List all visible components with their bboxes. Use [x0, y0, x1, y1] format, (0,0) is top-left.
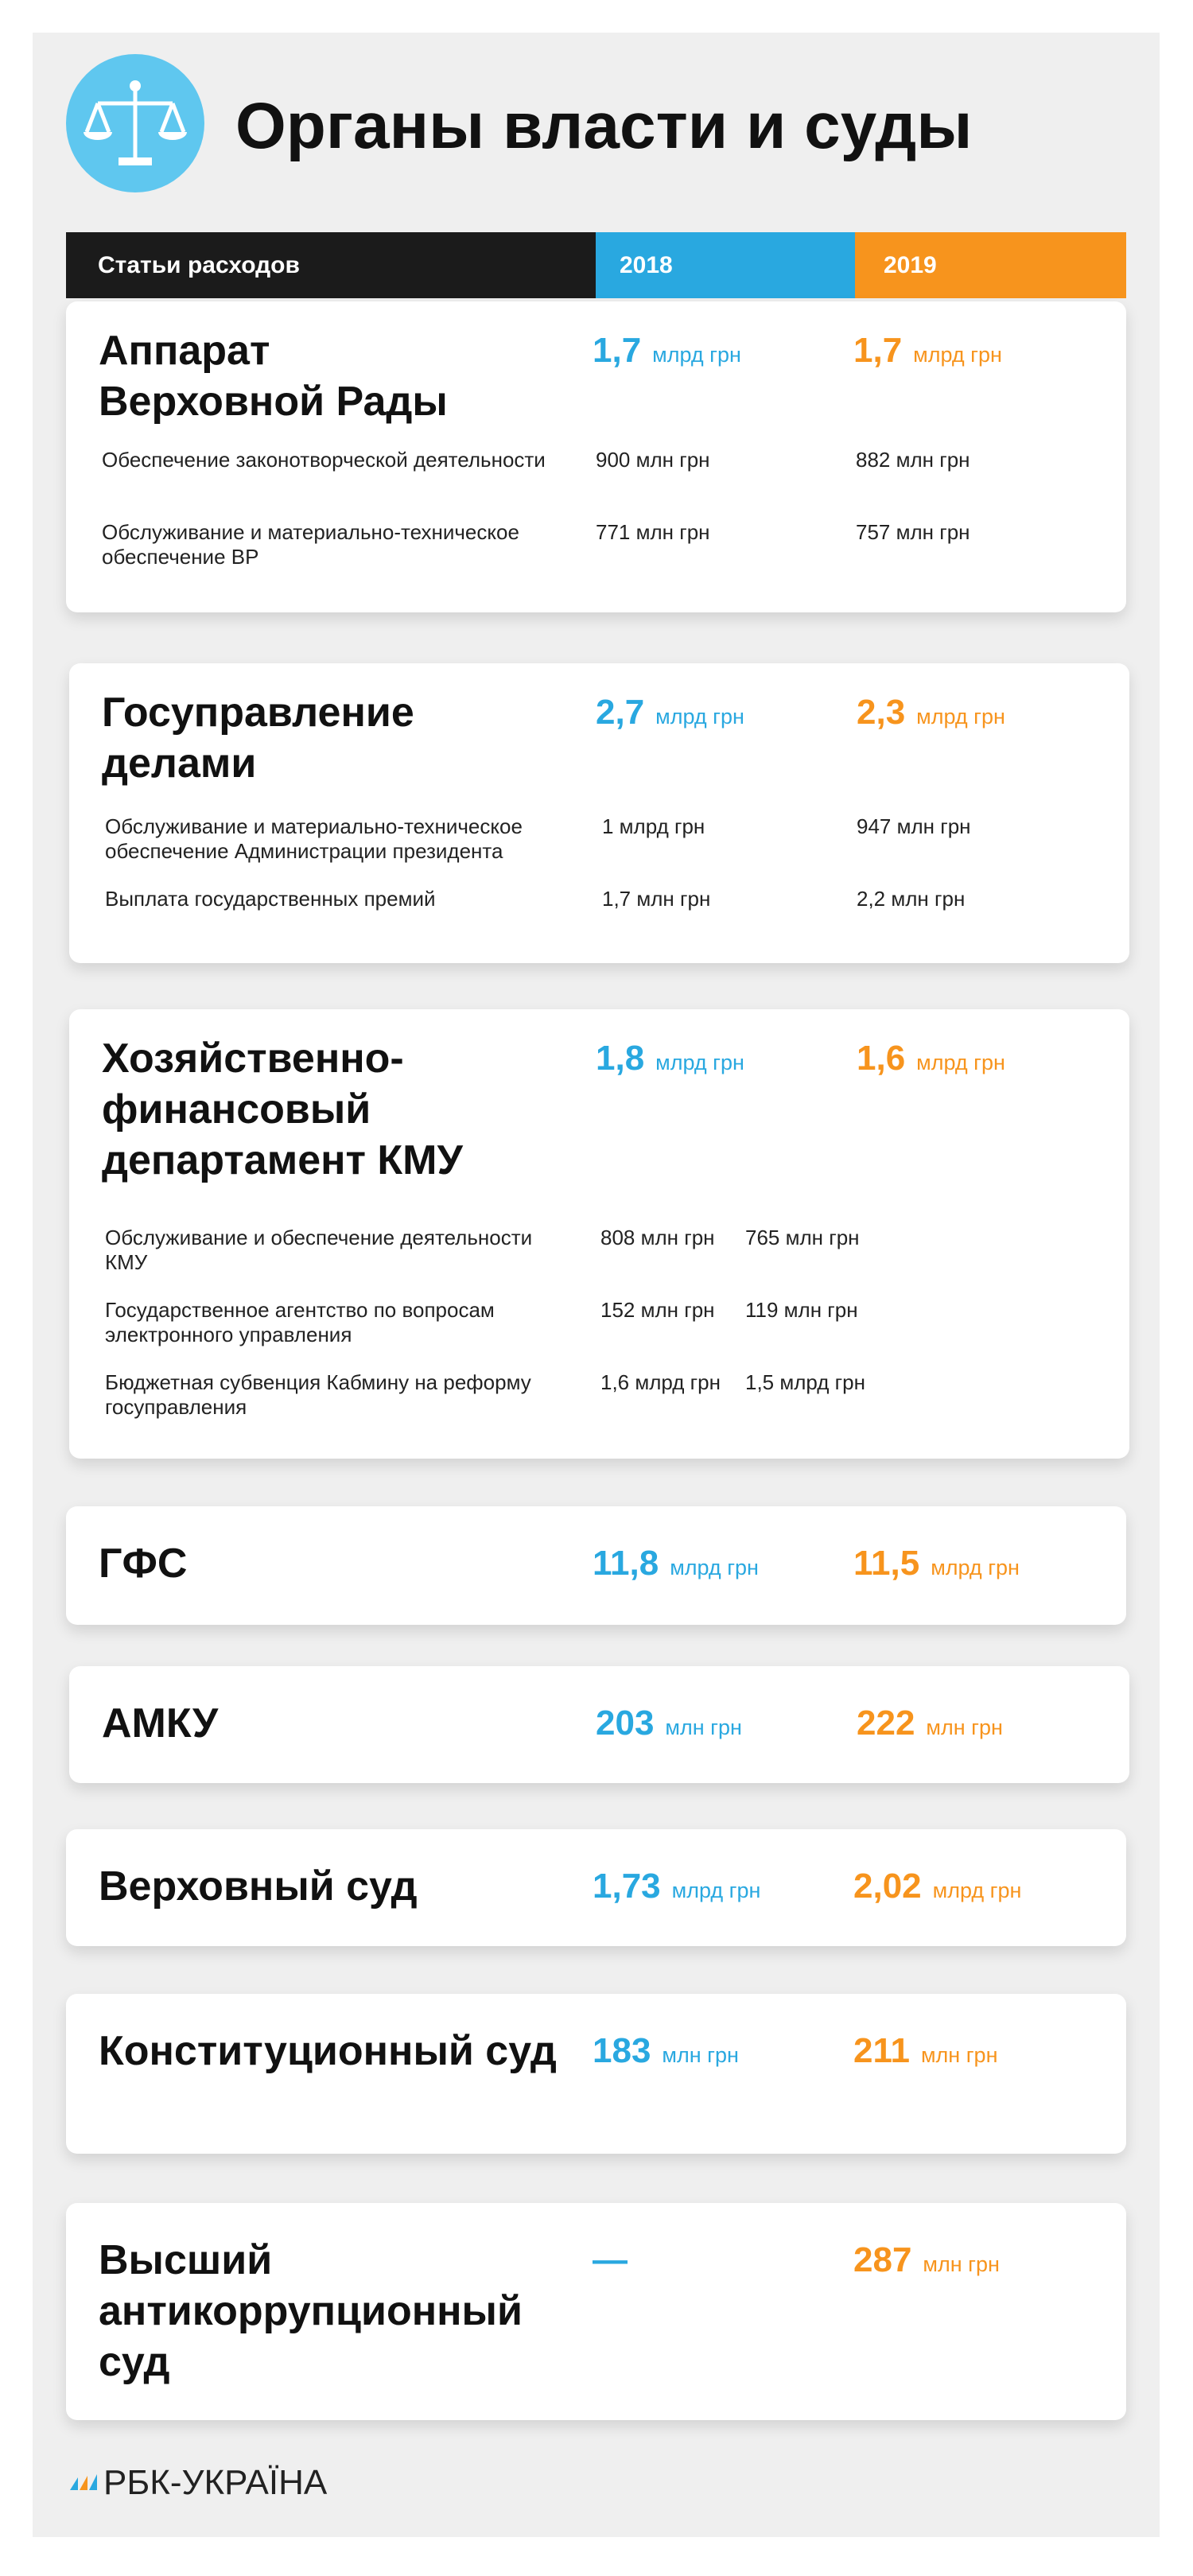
logo-mark: [70, 2474, 97, 2490]
total-value: 1,8: [596, 1039, 645, 1078]
item-value: 947 млн грн: [857, 814, 971, 838]
page-title: Органы власти и суды: [235, 90, 973, 162]
item-label: Обслуживание и материально-техническое о…: [102, 520, 519, 569]
item-value: 765 млн грн: [745, 1226, 860, 1249]
total-value: 2,7: [596, 693, 645, 732]
section-total: 11,5 млрд грн: [853, 1538, 1020, 1597]
total-value: 183: [593, 2031, 651, 2070]
section-total: 203 млн грн: [596, 1698, 742, 1757]
total-value: 287: [853, 2240, 912, 2279]
item-label: Государственное агентство по вопросам эл…: [105, 1298, 495, 1346]
item-value: 1,5 млрд грн: [745, 1370, 865, 1394]
section-card: АМКУ 203 млн грн 222 млн грн: [69, 1666, 1129, 1783]
item-value: 152 млн грн: [600, 1298, 715, 1322]
total-unit: млрд грн: [670, 1556, 759, 1579]
section-total: 2,7 млрд грн: [596, 687, 744, 746]
total-unit: млн грн: [662, 2043, 739, 2067]
section-total: 183 млн грн: [593, 2026, 739, 2085]
item-value: 757 млн грн: [856, 520, 970, 544]
section-name: Аппарат Верховной Рады: [99, 328, 448, 425]
total-unit: млрд грн: [652, 343, 741, 367]
total-value: 1,7: [853, 331, 903, 370]
total-unit: млрд грн: [655, 705, 744, 729]
total-value: 2,02: [853, 1867, 922, 1906]
column-header: 2018: [596, 232, 855, 298]
column-header: 2019: [855, 232, 1126, 298]
column-header: Статьи расходов: [66, 232, 596, 298]
section-total: 1,7 млрд грн: [853, 325, 1002, 384]
section-total: 11,8 млрд грн: [593, 1538, 759, 1597]
section-name: ГФС: [99, 1541, 188, 1587]
total-value: 203: [596, 1704, 655, 1743]
total-unit: млрд грн: [931, 1556, 1020, 1579]
total-value: 11,5: [853, 1544, 920, 1583]
section-total: 1,8 млрд грн: [596, 1033, 744, 1092]
total-value: 11,8: [593, 1544, 659, 1583]
total-unit: млрд грн: [913, 343, 1002, 367]
total-value: 1,7: [593, 331, 642, 370]
item-value: 882 млн грн: [856, 448, 970, 472]
item-label: Обеспечение законотворческой деятельност…: [102, 448, 546, 472]
total-unit: млн грн: [920, 2043, 998, 2067]
section-card: Аппарат Верховной Рады 1,7 млрд грн 1,7 млрд…: [66, 301, 1126, 612]
total-unit: млрд грн: [932, 1879, 1022, 1902]
section-total: —: [593, 2235, 628, 2294]
item-value: 2,2 млн грн: [857, 887, 966, 911]
section-name: Хозяйственно-финансовый департамент КМУ: [102, 1035, 463, 1183]
section-name: Госуправление делами: [102, 690, 414, 787]
section-card: Высший антикоррупционный суд — 287 млн грн: [66, 2203, 1126, 2420]
section-card: ГФС 11,8 млрд грн 11,5 млрд грн: [66, 1506, 1126, 1625]
section-total: 1,7 млрд грн: [593, 325, 741, 384]
total-value: 222: [857, 1704, 915, 1743]
item-label: Бюджетная субвенция Кабмину на реформу г…: [105, 1370, 531, 1419]
section-total: 211 млн грн: [853, 2026, 998, 2085]
section-total: 1,73 млрд грн: [593, 1861, 760, 1920]
item-label: Обслуживание и обеспечение деятельности …: [105, 1226, 533, 1274]
section-total: 287 млн грн: [853, 2235, 1000, 2294]
section-name: АМКУ: [102, 1700, 219, 1746]
section-total: 1,6 млрд грн: [857, 1033, 1005, 1092]
total-value: 1,73: [593, 1867, 661, 1906]
section-name: Конституционный суд: [99, 2028, 557, 2074]
total-value: 1,6: [857, 1039, 906, 1078]
total-unit: млн грн: [926, 1715, 1003, 1739]
item-value: 119 млн грн: [745, 1298, 858, 1322]
item-label: Обслуживание и материально-техническое о…: [105, 814, 523, 863]
total-unit: млн грн: [923, 2252, 1000, 2276]
item-value: 1,7 млн грн: [602, 887, 711, 911]
total-unit: млрд грн: [916, 1051, 1005, 1074]
scales-icon: [66, 54, 204, 192]
total-value: 211: [853, 2031, 910, 2070]
total-value: —: [593, 2240, 628, 2279]
total-unit: млрд грн: [671, 1879, 761, 1902]
logo-text: РБК-УКРАЇНА: [103, 2463, 328, 2502]
item-value: 808 млн грн: [600, 1226, 715, 1249]
item-label: Выплата государственных премий: [105, 887, 436, 911]
item-value: 1 млрд грн: [602, 814, 705, 838]
section-total: 2,02 млрд грн: [853, 1861, 1021, 1920]
section-card: Госуправление делами 2,7 млрд грн 2,3 млрд г…: [69, 663, 1129, 963]
total-unit: млрд грн: [655, 1051, 744, 1074]
total-unit: млн грн: [665, 1715, 742, 1739]
item-value: 1,6 млрд грн: [600, 1370, 721, 1394]
item-value: 771 млн грн: [596, 520, 710, 544]
section-name: Высший антикоррупционный суд: [99, 2237, 523, 2385]
section-card: Верховный суд 1,73 млрд грн 2,02 млрд грн: [66, 1829, 1126, 1946]
section-name: Верховный суд: [99, 1863, 418, 1910]
section-total: 2,3 млрд грн: [857, 687, 1005, 746]
section-total: 222 млн грн: [857, 1698, 1003, 1757]
total-value: 2,3: [857, 693, 906, 732]
item-value: 900 млн грн: [596, 448, 710, 472]
section-card: Конституционный суд 183 млн грн 211 млн грн: [66, 1994, 1126, 2154]
table-header: Статьи расходов 2018 2019: [66, 232, 1126, 298]
total-unit: млрд грн: [916, 705, 1005, 729]
section-card: Хозяйственно-финансовый департамент КМУ 1…: [69, 1009, 1129, 1459]
